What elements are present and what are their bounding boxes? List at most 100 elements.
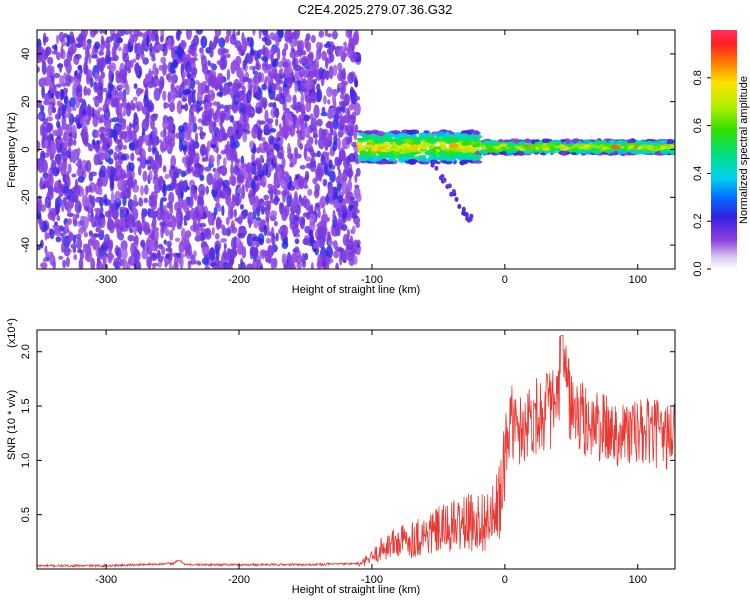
spectrogram-cell	[86, 88, 91, 96]
spectrogram-cell	[134, 62, 140, 74]
spectrogram-cell	[280, 178, 286, 189]
spectrogram-cell	[43, 99, 50, 106]
spectrogram-cell	[166, 124, 174, 132]
spectrogram-cell	[134, 250, 141, 262]
spectrogram-cell	[54, 221, 58, 226]
spectrogram-cell	[388, 148, 398, 151]
spectrogram-cell	[296, 206, 300, 216]
spectrogram-cell	[141, 248, 149, 260]
spectrogram-cell	[299, 165, 306, 170]
spectrogram-cell	[195, 80, 200, 85]
spectrogram-cell	[138, 165, 142, 176]
spectrogram-cell	[111, 117, 119, 123]
spectrogram-cell	[570, 152, 577, 155]
spectrogram-cell	[85, 185, 93, 193]
spectrogram-cell	[163, 239, 167, 245]
spectrogram-cell	[132, 58, 137, 63]
spectrogram-cell	[143, 226, 149, 233]
spectrogram-cell	[287, 181, 293, 190]
spectrogram-cell	[304, 252, 309, 261]
spectrogram-cell	[598, 144, 607, 148]
spectrogram-cell	[216, 154, 220, 167]
spectrogram-cell	[513, 138, 520, 144]
spectrogram-cell	[146, 34, 150, 47]
spectrogram-cell	[233, 140, 240, 148]
spectrogram-cell	[238, 95, 245, 102]
spectrogram-cell	[185, 246, 190, 251]
spectrogram-cell	[306, 138, 314, 146]
spectrogram-cell	[305, 132, 311, 139]
spectrogram-cell	[289, 211, 296, 225]
spectrogram-cell	[76, 237, 83, 250]
colorbar-tick-label: 0.0	[692, 261, 704, 276]
spectrogram-cell	[346, 125, 353, 135]
snr-x-ticks: -300 -200 -100 0 100	[95, 330, 647, 586]
spectrogram-cell	[108, 69, 112, 83]
spectrogram-cell	[239, 261, 247, 269]
spectrogram-cell	[73, 254, 78, 261]
spectrogram-cell	[332, 129, 337, 137]
spectrogram-cell	[335, 222, 339, 235]
spectrogram-cell	[209, 48, 214, 58]
spectrogram-cell	[318, 30, 325, 38]
spectrogram-cell	[236, 216, 243, 224]
spectrogram-cell	[293, 115, 297, 124]
spectrogram-cell	[287, 35, 293, 41]
spectrogram-cell	[403, 138, 413, 144]
spectrogram-cell	[132, 96, 138, 102]
spectrogram-cell	[204, 266, 211, 269]
spectrogram-cell	[165, 184, 172, 192]
spectrogram-cell	[74, 70, 78, 76]
spectrogram-cell	[296, 80, 302, 92]
spectrogram-cell	[190, 186, 195, 200]
spectrogram-cell	[87, 103, 91, 118]
snr-x-tick-label: 0	[502, 574, 508, 586]
spectrogram-cell	[265, 237, 272, 244]
spectrogram-cell	[553, 141, 563, 145]
spectrogram-cell	[270, 210, 278, 218]
spectrogram-cell	[195, 231, 202, 242]
spectrogram-cell	[273, 110, 280, 117]
spectrogram-cell	[133, 115, 139, 126]
spectrogram-cell	[258, 120, 266, 125]
spectrogram-cell	[428, 155, 434, 160]
spectrogram-cell	[262, 44, 266, 56]
spectrogram-cell	[177, 197, 184, 210]
spectrogram-cell	[253, 74, 258, 84]
spectrogram-cell	[263, 225, 268, 236]
spectrogram-cell	[402, 157, 410, 161]
spectrogram-cell	[128, 162, 135, 172]
spectrogram-cell	[199, 144, 206, 157]
spectrogram-cell	[505, 149, 512, 154]
spectrogram-cell	[169, 205, 174, 216]
spectrogram-cell	[312, 133, 319, 139]
spectrogram-cell	[110, 97, 117, 108]
spectrogram-cell	[100, 217, 106, 229]
spectrogram-cell	[57, 107, 61, 120]
spectrogram-cell	[264, 76, 270, 82]
spectrogram-cell	[295, 227, 299, 236]
spectrogram-cell	[247, 78, 253, 84]
spectrogram-cell	[292, 248, 299, 253]
spectrogram-cell	[162, 180, 166, 194]
spectrogram-cell	[342, 233, 349, 247]
spectrogram-cell	[151, 33, 156, 42]
spectrogram-cell	[424, 137, 429, 143]
spectrogram-cell	[145, 117, 150, 126]
spectrogram-cell	[252, 143, 257, 155]
spectrogram-cell	[339, 172, 344, 185]
spectrogram-cell	[269, 74, 274, 87]
spectrogram-cell	[608, 139, 616, 144]
spectrogram-cell	[329, 170, 336, 183]
spectrogram-cell	[90, 171, 97, 177]
spectrogram-cell	[76, 123, 82, 129]
snr-line-group	[37, 334, 675, 569]
spectrogram-cell	[489, 142, 499, 147]
spectrogram-cell	[63, 186, 70, 194]
spectrogram-cell	[165, 247, 173, 252]
spectrogram-cell	[107, 253, 115, 261]
spectrogram-cell	[95, 144, 100, 154]
spectrogram-cell	[209, 247, 216, 262]
spectrogram-cell	[216, 59, 224, 66]
spectrogram-cell	[102, 151, 110, 159]
